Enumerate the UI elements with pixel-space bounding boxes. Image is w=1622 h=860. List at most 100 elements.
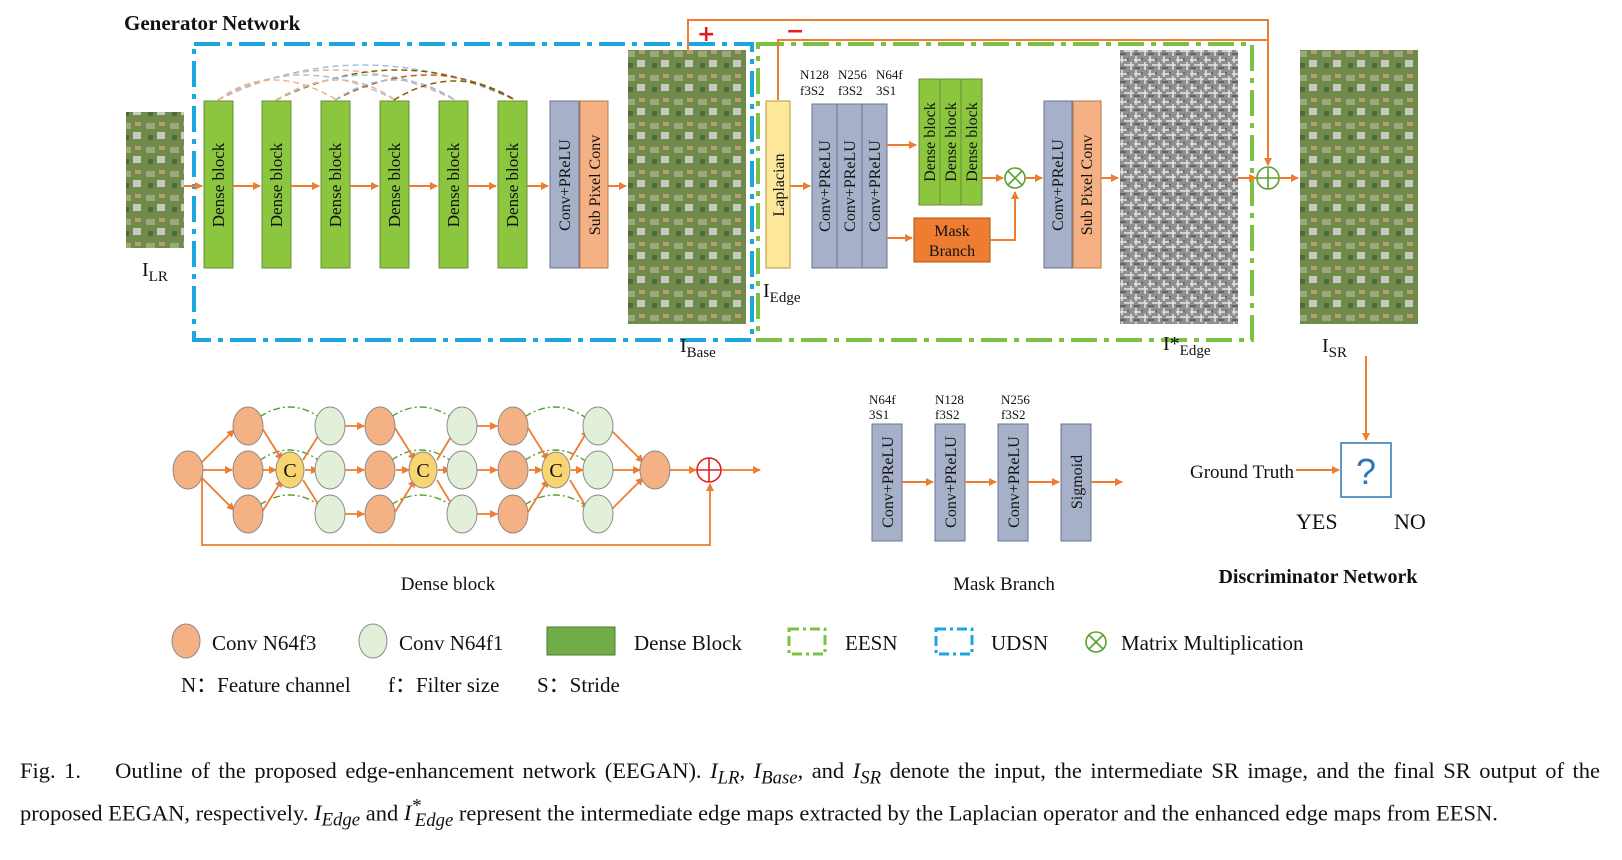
svg-text:EESN: EESN bbox=[845, 631, 898, 655]
edge-subtract-line bbox=[777, 39, 1268, 100]
mask-branch-detail-title: Mask Branch bbox=[953, 574, 1055, 595]
eesn-conv-prelu bbox=[1043, 100, 1073, 269]
laplacian-label: Laplacian bbox=[771, 153, 788, 216]
dense-block-4 bbox=[379, 100, 410, 269]
edge-star-label: I*Edge bbox=[1163, 333, 1211, 359]
yes-label: YES bbox=[1296, 509, 1338, 534]
svg-text:N128: N128 bbox=[800, 67, 829, 82]
svg-text:Conv+PReLU: Conv+PReLU bbox=[943, 436, 960, 528]
eesn-dense-3 bbox=[960, 78, 983, 206]
dense-block-3 bbox=[320, 100, 351, 269]
svg-text:Sigmoid: Sigmoid bbox=[1069, 455, 1086, 509]
svg-text:UDSN: UDSN bbox=[991, 631, 1048, 655]
svg-text:N64f: N64f bbox=[869, 392, 896, 407]
dense-block-6 bbox=[497, 100, 528, 269]
udsn-box bbox=[192, 42, 754, 342]
eesn-conv-2-label: Conv+PReLU bbox=[842, 140, 859, 232]
plus-sign: + bbox=[697, 22, 715, 47]
discriminator: Ground Truth ? YES NO Discriminator Netw… bbox=[1190, 356, 1426, 588]
eesn-dense-2-label: Dense block bbox=[943, 102, 960, 182]
eesn-conv-3 bbox=[861, 103, 888, 269]
udsn-conv-prelu bbox=[549, 100, 580, 269]
generator-title: Generator Network bbox=[124, 11, 301, 35]
udsn-dense-blocks: Dense block Dense block Dense block Dens… bbox=[203, 100, 528, 269]
svg-text:3S1: 3S1 bbox=[869, 407, 889, 422]
svg-text:Conv+PReLU: Conv+PReLU bbox=[1006, 436, 1023, 528]
question-icon: ? bbox=[1356, 451, 1376, 492]
mask-branch-block bbox=[913, 217, 991, 263]
svg-text:f3S2: f3S2 bbox=[838, 83, 863, 98]
udsn-subpixel bbox=[579, 100, 609, 269]
dense-block-5 bbox=[438, 100, 469, 269]
dense-block-5-label: Dense block bbox=[444, 142, 463, 227]
svg-text:f3S2: f3S2 bbox=[1001, 407, 1026, 422]
eesn-conv-1-label: Conv+PReLU bbox=[817, 140, 834, 232]
eesn-box bbox=[756, 42, 1254, 342]
concat-2: C bbox=[416, 460, 429, 482]
figure-caption: Fig. 1. Outline of the proposed edge-enh… bbox=[20, 758, 1601, 831]
sr-label: ISR bbox=[1322, 335, 1347, 361]
eesn-dense-3-label: Dense block bbox=[964, 102, 981, 182]
svg-text:Conv N64f3: Conv N64f3 bbox=[212, 631, 316, 655]
dense-sum-icon bbox=[696, 457, 722, 483]
svg-text:N64f: N64f bbox=[876, 67, 903, 82]
mask-branch-detail: N64f 3S1 N128 f3S2 N256 f3S2 Conv+PReLU … bbox=[869, 392, 1123, 595]
caption-fig: Fig. 1. bbox=[20, 758, 82, 783]
svg-text:N128: N128 bbox=[935, 392, 964, 407]
no-label: NO bbox=[1394, 509, 1426, 534]
svg-text:f3S2: f3S2 bbox=[935, 407, 960, 422]
mask-branch-label-1: Mask bbox=[934, 223, 970, 240]
matrix-mult-icon bbox=[1004, 167, 1026, 189]
sr-image bbox=[1300, 50, 1418, 324]
discriminator-box bbox=[1340, 442, 1392, 498]
eesn-conv-2 bbox=[836, 103, 863, 269]
input-lr-image bbox=[126, 112, 184, 248]
eesn-subpixel bbox=[1072, 100, 1102, 269]
svg-text:Conv N64f1: Conv N64f1 bbox=[399, 631, 503, 655]
edge-label: IEdge bbox=[763, 280, 801, 306]
svg-text:N256: N256 bbox=[1001, 392, 1030, 407]
dense-block-2 bbox=[261, 100, 292, 269]
svg-text:N：Feature channel: N：Feature channel bbox=[181, 673, 351, 697]
arrow-mask-to-mult bbox=[990, 191, 1019, 241]
dense-block-1-label: Dense block bbox=[209, 142, 228, 227]
laplacian-block bbox=[765, 100, 791, 269]
concat-1: C bbox=[283, 460, 296, 482]
input-lr-label: ILR bbox=[142, 259, 168, 285]
caption-text-1: Outline of the proposed edge-enhancement… bbox=[115, 758, 702, 783]
eesn-conv-prelu-label: Conv+PReLU bbox=[1050, 139, 1067, 231]
ground-truth-label: Ground Truth bbox=[1190, 462, 1294, 483]
svg-text:3S1: 3S1 bbox=[876, 83, 896, 98]
eesn-conv-3-label: Conv+PReLU bbox=[867, 140, 884, 232]
base-label: IBase bbox=[680, 335, 716, 361]
svg-text:S：Stride: S：Stride bbox=[537, 673, 620, 697]
legend: Conv N64f3 Conv N64f1 Dense Block EESN U… bbox=[171, 623, 1304, 697]
dense-skip-arcs bbox=[217, 64, 516, 101]
base-image bbox=[628, 50, 746, 324]
eesn-dense-1-label: Dense block bbox=[922, 102, 939, 182]
minus-sign: − bbox=[786, 19, 804, 44]
concat-3: C bbox=[549, 460, 562, 482]
udsn-conv-prelu-label: Conv+PReLU bbox=[557, 139, 574, 231]
dense-block-4-label: Dense block bbox=[385, 142, 404, 227]
svg-text:Dense Block: Dense Block bbox=[634, 631, 742, 655]
base-skip-line bbox=[687, 19, 1272, 166]
dense-block-6-label: Dense block bbox=[503, 142, 522, 227]
edge-star-image bbox=[1120, 50, 1238, 324]
svg-text:f：Filter size: f：Filter size bbox=[388, 673, 499, 697]
svg-text:Matrix Multiplication: Matrix Multiplication bbox=[1121, 631, 1304, 655]
dense-block-3-label: Dense block bbox=[326, 142, 345, 227]
dense-block-1 bbox=[203, 100, 234, 269]
dense-block-detail-title: Dense block bbox=[401, 574, 496, 595]
eegan-diagram: Generator Network ILR Dense block Dense … bbox=[124, 11, 1426, 697]
dense-block-detail: C C C Dense block bbox=[172, 406, 761, 595]
eesn-subpixel-label: Sub Pixel Conv bbox=[1079, 135, 1096, 235]
discriminator-title: Discriminator Network bbox=[1218, 566, 1418, 588]
svg-text:Conv+PReLU: Conv+PReLU bbox=[880, 436, 897, 528]
mask-branch-label-2: Branch bbox=[929, 243, 975, 260]
dense-block-2-label: Dense block bbox=[267, 142, 286, 227]
svg-text:f3S2: f3S2 bbox=[800, 83, 825, 98]
sum-icon bbox=[1256, 166, 1280, 190]
udsn-subpixel-label: Sub Pixel Conv bbox=[587, 135, 604, 235]
